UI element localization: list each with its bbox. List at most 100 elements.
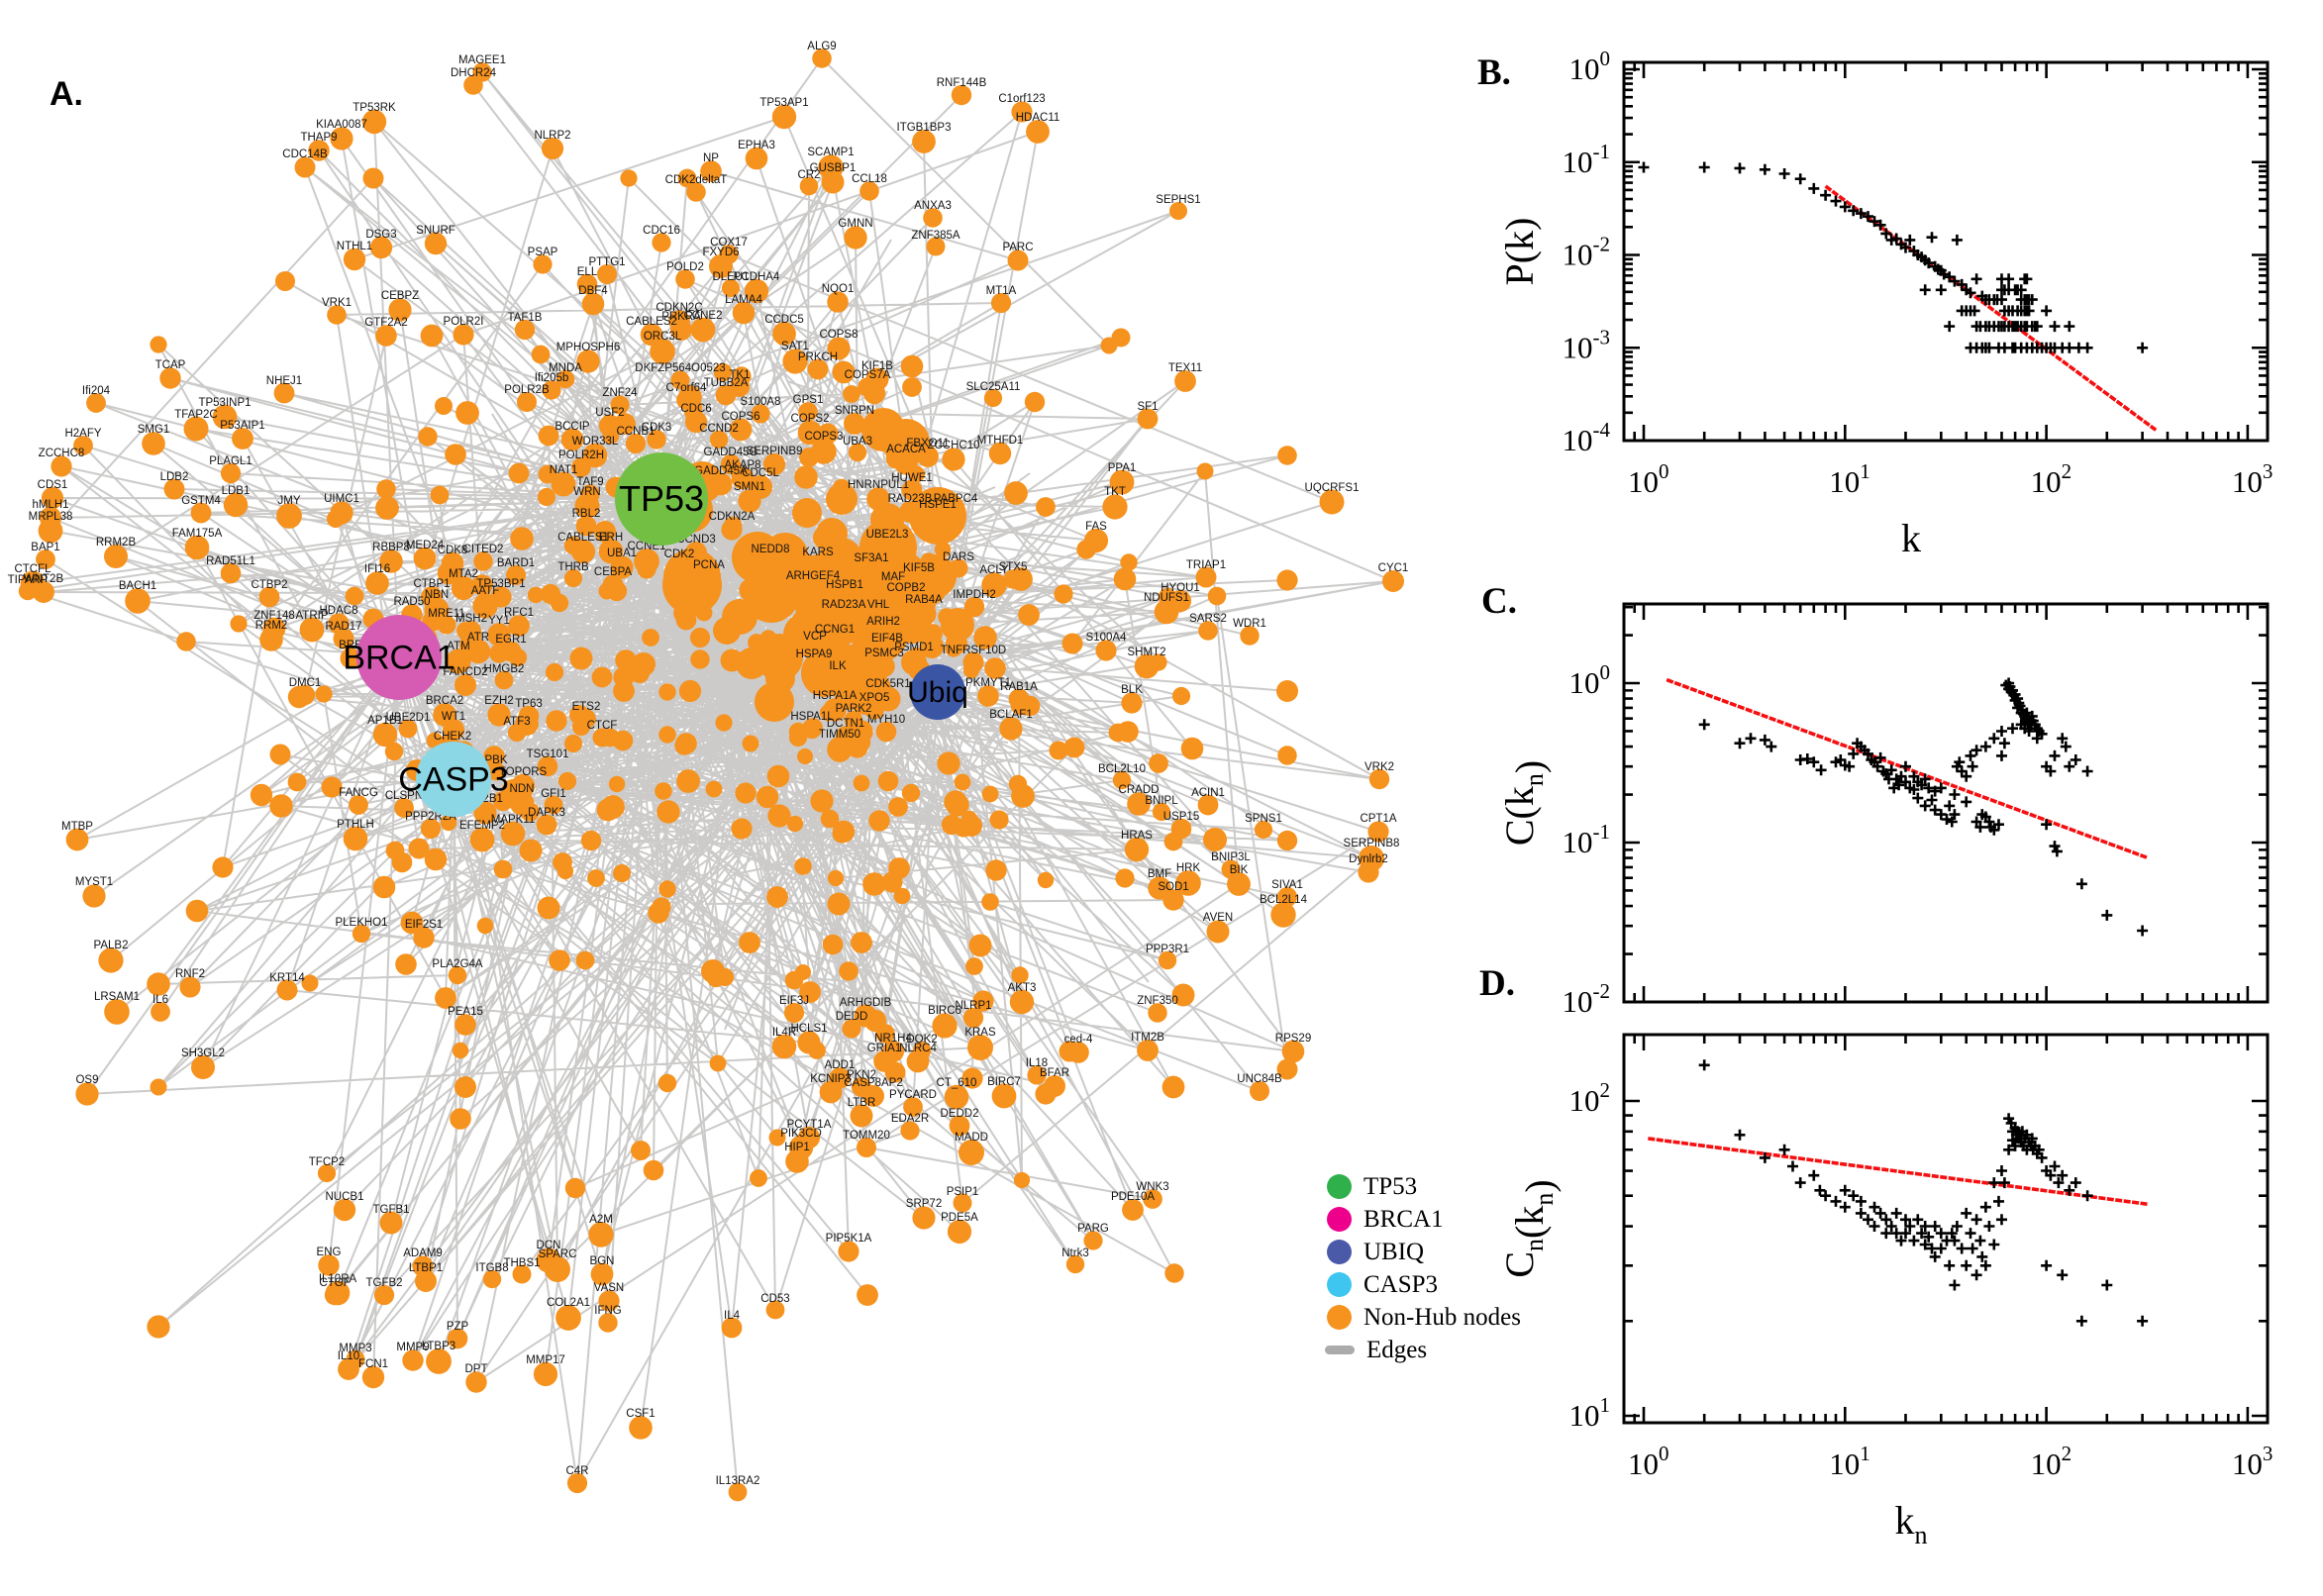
network-node	[731, 818, 753, 840]
network-node-label: DOK2	[906, 1034, 937, 1046]
network-node-label: SPARC	[539, 1248, 577, 1260]
network-node-label: ZCCHC10	[927, 440, 979, 451]
network-node	[338, 1358, 359, 1380]
network-node	[590, 1262, 614, 1286]
network-node	[709, 1054, 727, 1072]
network-node-label: THRB	[557, 561, 589, 573]
network-node-label: RAD23A	[822, 599, 866, 611]
network-node-label: DCTN1	[827, 718, 864, 730]
network-node-label: BNIPL	[1145, 795, 1178, 807]
network-node	[556, 1305, 581, 1331]
network-node	[518, 705, 540, 727]
network-node	[372, 722, 398, 748]
network-node	[767, 804, 791, 828]
network-node	[1083, 1231, 1103, 1250]
network-node	[1007, 249, 1029, 271]
network-node-label: IL13RA2	[716, 1475, 760, 1487]
network-node-label: ANXA3	[914, 200, 952, 212]
network-node-label: ORC3L	[644, 331, 682, 343]
network-node	[620, 169, 638, 187]
network-node-label: SAT1	[781, 341, 809, 352]
network-node-label: WT1	[442, 711, 465, 723]
network-node	[413, 547, 437, 570]
network-node-label: PPA1	[1108, 462, 1137, 474]
network-node	[317, 1163, 337, 1183]
network-node	[372, 875, 396, 899]
network-node	[738, 489, 761, 513]
network-node	[923, 624, 943, 644]
y-tick-label-C: 10-2	[1563, 979, 1611, 1019]
network-node-label: PSAP	[528, 247, 558, 258]
network-node	[698, 566, 720, 588]
network-node	[275, 271, 295, 291]
network-node	[343, 826, 368, 851]
network-node-label: COPB2	[887, 582, 926, 594]
legend-label: CASP3	[1364, 1270, 1439, 1298]
network-node	[684, 410, 708, 434]
network-node-label: UBA1	[607, 548, 637, 559]
network-node	[508, 462, 530, 484]
network-node-label: SF3A1	[854, 552, 888, 564]
network-node	[537, 755, 558, 777]
network-node	[899, 501, 921, 523]
network-node	[832, 360, 856, 384]
network-node	[608, 775, 626, 793]
network-node-label: KARS	[802, 547, 834, 558]
network-node	[771, 1034, 797, 1059]
network-node	[418, 427, 438, 447]
network-node	[426, 1348, 452, 1374]
network-node	[658, 726, 676, 744]
network-node	[1134, 653, 1160, 679]
network-node	[391, 851, 413, 873]
network-node-label: ATM	[447, 641, 469, 652]
network-node	[151, 1002, 170, 1022]
network-node	[361, 109, 387, 135]
network-node-label: ATR	[467, 632, 489, 644]
network-node	[557, 771, 577, 791]
network-node-label: NDUFS1	[1144, 592, 1189, 604]
network-node	[463, 75, 483, 95]
legend-label: BRCA1	[1364, 1205, 1444, 1233]
network-node-label: SIVA1	[1271, 879, 1303, 891]
network-node	[765, 676, 783, 694]
network-node	[1174, 370, 1196, 392]
network-node	[441, 551, 464, 575]
network-node	[715, 384, 737, 406]
network-node-label: PIK3CD	[780, 1128, 822, 1140]
network-node-label: OS9	[75, 1074, 98, 1086]
network-node-label: TIPARP	[8, 574, 49, 586]
network-node	[315, 685, 333, 703]
edge-line-icon	[1325, 1346, 1355, 1354]
network-node	[888, 797, 908, 817]
network-node	[901, 783, 921, 803]
network-node-label: CDC6	[680, 403, 711, 415]
data-points-C	[1698, 677, 2149, 937]
network-node-label: TRIAP1	[1186, 559, 1226, 571]
network-node	[33, 581, 54, 603]
legend-label: UBIQ	[1364, 1238, 1425, 1265]
network-node	[862, 1085, 884, 1107]
network-node	[361, 1365, 385, 1389]
network-node	[545, 662, 564, 682]
network-node	[634, 549, 659, 574]
network-node	[850, 1104, 873, 1128]
network-node	[41, 486, 64, 510]
network-node-label: WNK3	[1136, 1181, 1168, 1193]
network-node	[598, 1313, 618, 1333]
network-node	[945, 640, 962, 657]
network-node	[963, 596, 985, 618]
network-node	[150, 336, 167, 353]
network-node	[917, 446, 939, 467]
network-node-label: TFAP2C	[174, 409, 217, 421]
network-node	[942, 448, 965, 471]
network-node-label: FAS	[1085, 521, 1107, 533]
network-node	[486, 761, 506, 781]
network-node-label: DLEU1	[712, 271, 749, 283]
network-node	[1122, 1199, 1144, 1221]
network-node-label: PDE5A	[941, 1212, 978, 1224]
network-node	[629, 1416, 653, 1440]
network-node-label: KRT14	[269, 972, 305, 984]
network-node	[894, 451, 918, 475]
network-node	[574, 493, 600, 519]
